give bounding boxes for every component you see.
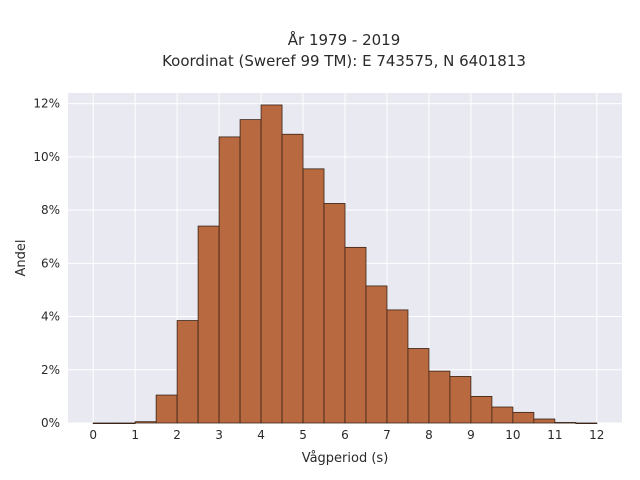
histogram-bar: [449, 376, 472, 424]
histogram-bar: [386, 309, 409, 424]
histogram-bar: [218, 136, 241, 424]
bars: [92, 104, 598, 425]
histogram-bar: [176, 320, 199, 424]
x-tick-label: 9: [467, 428, 475, 442]
x-tick-label: 2: [173, 428, 181, 442]
histogram-bar: [428, 370, 451, 424]
histogram-bar: [344, 246, 367, 424]
histogram-bar: [239, 119, 262, 424]
y-tick-label: 2%: [41, 363, 60, 377]
x-tick-label: 6: [341, 428, 349, 442]
histogram-bar: [533, 418, 556, 424]
histogram-bar: [575, 422, 598, 425]
x-tick-label: 10: [505, 428, 520, 442]
y-tick-labels: 0% 2% 4% 6% 8% 10% 12%: [33, 97, 60, 430]
histogram-bar: [155, 394, 178, 424]
x-tick-label: 5: [299, 428, 307, 442]
x-tick-label: 4: [257, 428, 265, 442]
histogram-bar: [491, 406, 514, 424]
histogram-bar: [407, 348, 430, 424]
y-tick-label: 6%: [41, 256, 60, 270]
y-tick-label: 12%: [33, 97, 60, 111]
y-tick-label: 10%: [33, 150, 60, 164]
histogram-bar: [92, 422, 115, 425]
y-tick-label: 8%: [41, 203, 60, 217]
chart-title-line2: Koordinat (Sweref 99 TM): E 743575, N 64…: [162, 52, 526, 70]
x-tick-labels: 0 1 2 3 4 5 6 7 8 9 10 11 12: [89, 428, 604, 442]
x-tick-label: 1: [131, 428, 139, 442]
histogram-bar: [281, 133, 304, 424]
histogram-bar: [323, 203, 346, 424]
x-tick-label: 7: [383, 428, 391, 442]
x-tick-label: 8: [425, 428, 433, 442]
x-tick-label: 3: [215, 428, 223, 442]
histogram-bar: [260, 104, 283, 424]
histogram-bar: [512, 411, 535, 424]
chart-title-line1: År 1979 - 2019: [288, 30, 401, 49]
histogram-bar: [113, 422, 136, 425]
x-tick-label: 11: [547, 428, 562, 442]
histogram-bar: [470, 395, 493, 424]
y-axis-label: Andel: [14, 240, 29, 277]
histogram-bar: [554, 422, 577, 424]
x-tick-label: 12: [589, 428, 604, 442]
histogram-bar: [197, 225, 220, 424]
y-tick-label: 0%: [41, 416, 60, 430]
histogram-bar: [134, 421, 157, 424]
y-tick-label: 4%: [41, 310, 60, 324]
x-axis-label: Vågperiod (s): [302, 451, 389, 466]
histogram-bar: [302, 168, 325, 424]
x-tick-label: 0: [89, 428, 97, 442]
histogram-bar: [365, 285, 388, 424]
